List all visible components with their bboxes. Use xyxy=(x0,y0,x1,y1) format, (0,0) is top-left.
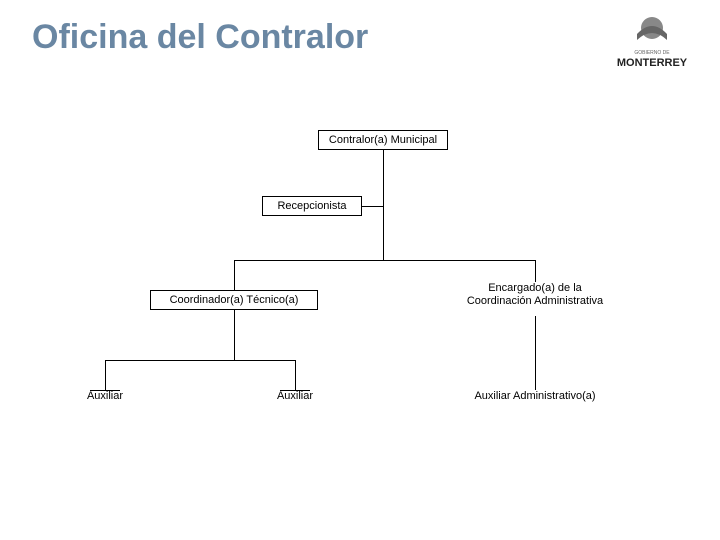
org-node-root: Contralor(a) Municipal xyxy=(318,130,448,150)
connector-line xyxy=(234,310,235,360)
org-node-coord: Coordinador(a) Técnico(a) xyxy=(150,290,318,310)
org-node-aux2: Auxiliar xyxy=(260,390,330,408)
org-node-aux1: Auxiliar xyxy=(70,390,140,408)
connector-line xyxy=(105,360,106,390)
logo-subtext: GOBIERNO DE xyxy=(634,50,670,56)
connector-line xyxy=(295,360,296,390)
logo-main: MONTERREY xyxy=(617,57,688,69)
page-title: Oficina del Contralor xyxy=(32,18,368,57)
connector-line xyxy=(234,260,235,290)
org-node-recep: Recepcionista xyxy=(262,196,362,216)
org-node-auxadm: Auxiliar Administrativo(a) xyxy=(460,390,610,408)
connector-line xyxy=(234,260,535,261)
org-node-encarg: Encargado(a) de laCoordinación Administr… xyxy=(450,282,620,316)
connector-line xyxy=(535,260,536,282)
connector-line xyxy=(362,206,383,207)
connector-line xyxy=(383,150,384,260)
connector-line xyxy=(105,360,295,361)
connector-line xyxy=(535,316,536,390)
monterrey-logo: GOBIERNO DE MONTERREY xyxy=(602,14,702,75)
